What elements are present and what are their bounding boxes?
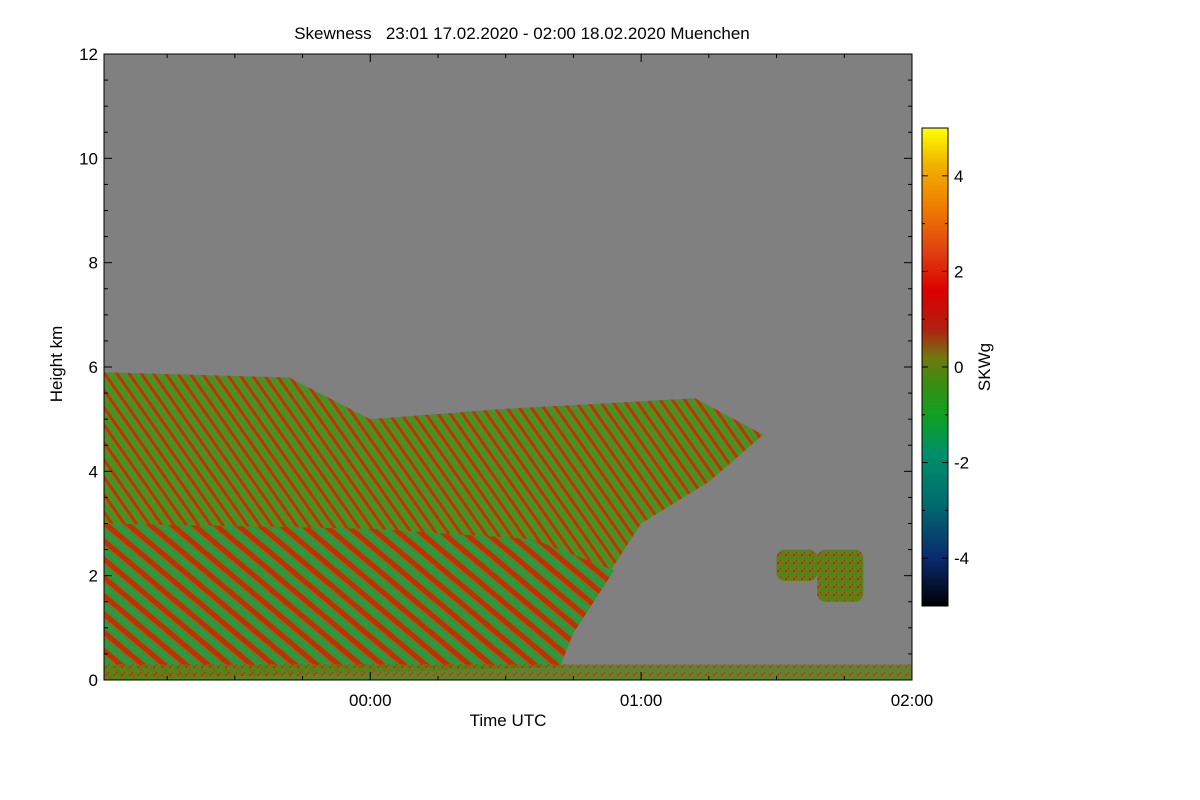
y-tick-label: 0 (89, 671, 98, 690)
x-tick-label: 02:00 (891, 691, 934, 710)
isolated-patch (817, 549, 864, 602)
isolated-patch (776, 549, 818, 581)
y-axis: 0 2 4 6 8 10 12 (79, 45, 912, 690)
colorbar-tick-label: -4 (954, 549, 969, 568)
colorbar-tick-label: -2 (954, 454, 969, 473)
colorbar-label: SKWg (975, 343, 994, 391)
colorbar-tick-label: 4 (954, 167, 963, 186)
y-tick-label: 2 (89, 567, 98, 586)
y-axis-label: Height km (47, 326, 66, 403)
boundary-layer-region (104, 523, 615, 667)
y-tick-label: 6 (89, 358, 98, 377)
colorbar-tick-label: 0 (954, 358, 963, 377)
x-tick-label: 01:00 (620, 691, 663, 710)
y-tick-label: 10 (79, 149, 98, 168)
y-tick-label: 12 (79, 45, 98, 64)
x-axis: 00:00 01:00 02:00 (166, 54, 934, 710)
x-tick-label: 00:00 (349, 691, 392, 710)
chart-title: Skewness 23:01 17.02.2020 - 02:00 18.02.… (294, 24, 750, 43)
y-tick-label: 4 (89, 462, 98, 481)
colorbar-ticks: 4 2 0 -2 -4 (922, 167, 969, 568)
near-surface-layer (104, 664, 912, 680)
signal-layer (104, 372, 912, 680)
y-tick-label: 8 (89, 254, 98, 273)
colorbar-tick-label: 2 (954, 262, 963, 281)
x-axis-label: Time UTC (470, 711, 547, 730)
